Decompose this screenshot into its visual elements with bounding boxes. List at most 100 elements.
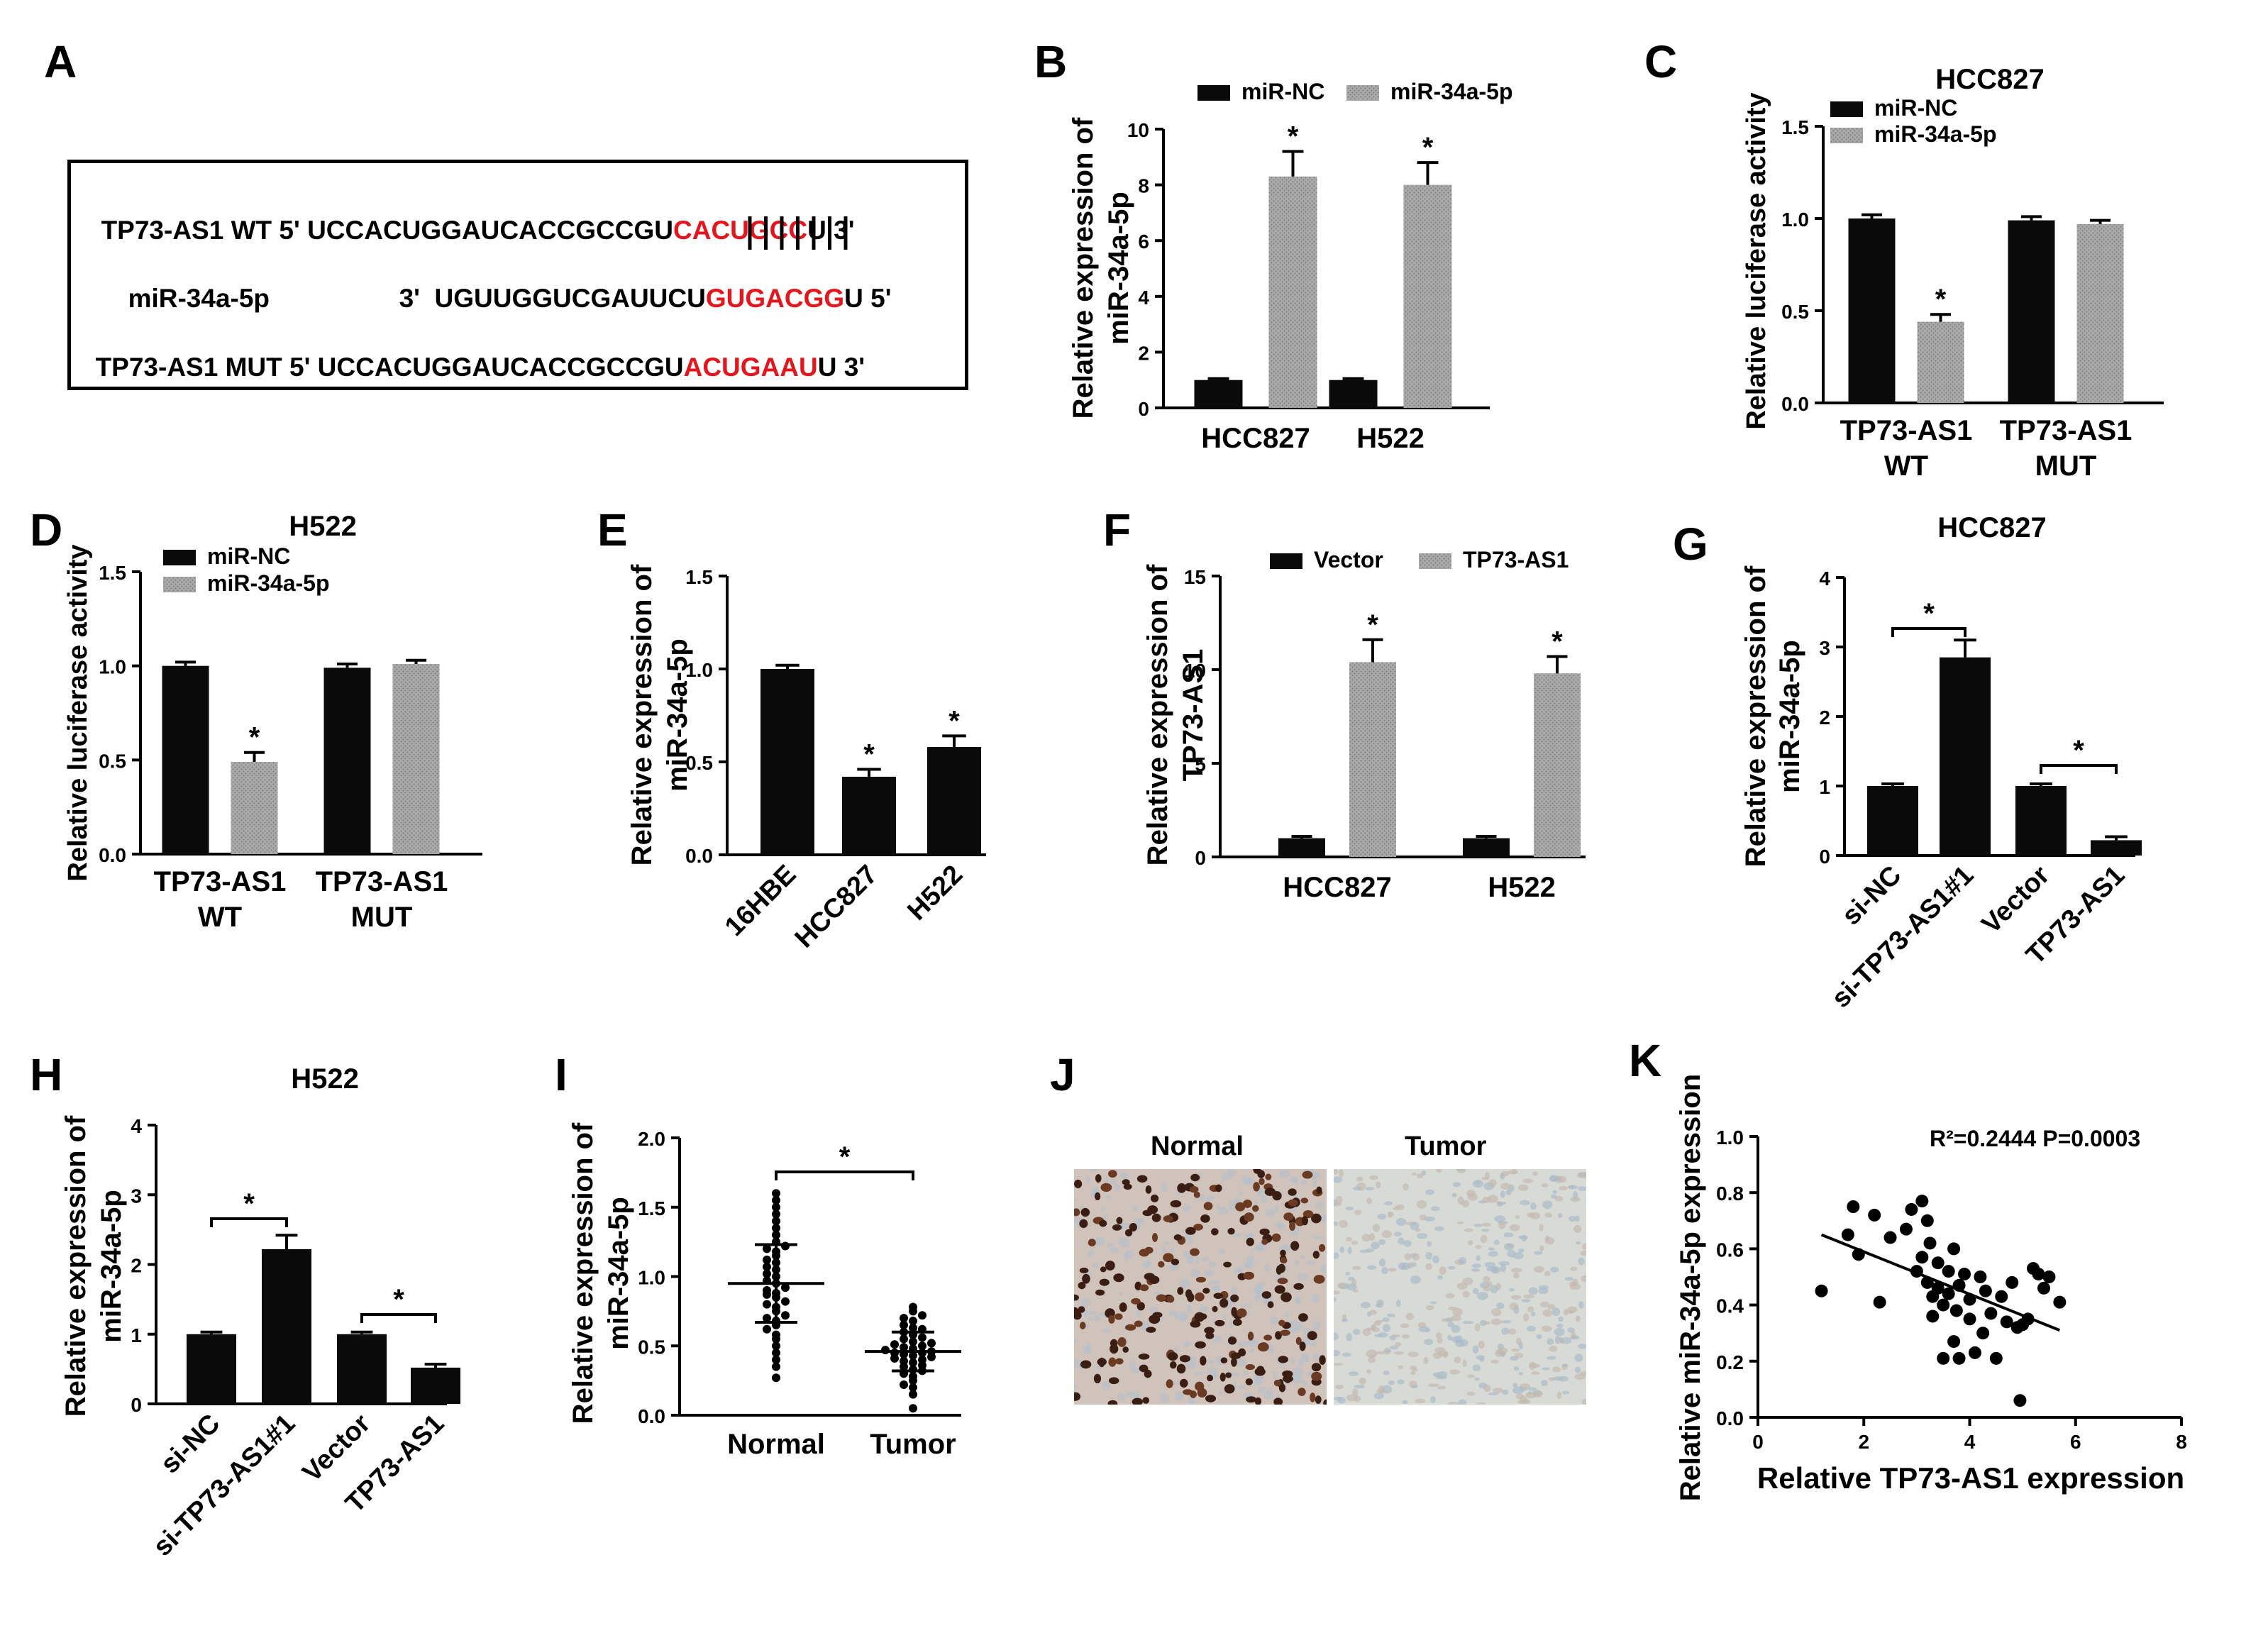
y-tick-label: 15 — [1184, 566, 1206, 588]
y-tick-label: 1 — [1819, 776, 1830, 798]
legend-swatch — [163, 550, 196, 565]
x-tick-label: 4 — [1964, 1431, 1976, 1453]
legend-label: miR-NC — [207, 543, 290, 569]
y-tick-label: 0 — [1195, 847, 1206, 869]
data-point — [763, 1286, 771, 1295]
chart-b: 0246810Relative expression of miR-34a-5p*… — [1068, 79, 1513, 454]
y-tick-label: 6 — [1138, 231, 1149, 253]
y-axis-label: Relative luciferase activity — [63, 544, 93, 881]
bar — [2008, 221, 2055, 403]
legend-swatch — [1346, 85, 1379, 101]
data-point — [1976, 1327, 1989, 1339]
data-point — [1974, 1271, 1986, 1283]
bar — [842, 777, 896, 855]
x-tick-label: TP73-AS1 — [1840, 415, 1973, 446]
bar — [162, 666, 209, 854]
x-tick-label: 8 — [2176, 1431, 2187, 1453]
y-tick-label: 1.5 — [685, 566, 713, 588]
y-tick-label: 1.5 — [99, 562, 126, 584]
bar — [1918, 322, 1964, 403]
data-point — [1900, 1223, 1913, 1236]
data-point — [772, 1373, 780, 1382]
significance-bracket — [776, 1172, 913, 1180]
y-tick-label: 0.0 — [685, 845, 713, 867]
bar — [2091, 840, 2142, 856]
y-tick-label: 1.0 — [638, 1267, 665, 1289]
data-point — [781, 1311, 790, 1319]
x-axis-label: Relative TP73-AS1 expression — [1757, 1461, 2184, 1495]
significance-star: * — [2073, 735, 2084, 766]
y-axis-label: Relative expression of — [60, 1115, 92, 1417]
bar — [393, 664, 440, 854]
legend-swatch — [1197, 85, 1230, 101]
data-point — [772, 1189, 780, 1197]
y-tick-label: 0.2 — [1716, 1351, 1744, 1373]
bar — [411, 1368, 460, 1404]
significance-bracket — [2041, 765, 2116, 774]
significance-star: * — [393, 1284, 404, 1315]
data-point — [1924, 1236, 1937, 1249]
bar — [1867, 786, 1918, 856]
x-tick-label: MUT — [351, 902, 413, 933]
y-tick-label: 3 — [131, 1185, 142, 1207]
data-point — [890, 1340, 899, 1349]
y-tick-label: 1.5 — [1781, 116, 1809, 138]
y-axis-label: Relative miR-34a-5p expression — [1675, 1074, 1706, 1501]
y-axis-label: Relative expression of — [1740, 565, 1771, 867]
data-point — [1979, 1285, 1992, 1297]
data-point — [1984, 1307, 1997, 1319]
data-point — [1947, 1335, 1960, 1348]
y-axis-label: miR-34a-5p — [1103, 192, 1134, 345]
significance-star: * — [243, 1188, 255, 1219]
bar — [1849, 218, 1896, 403]
data-point — [909, 1317, 917, 1325]
bar — [1940, 658, 1991, 856]
y-tick-label: 8 — [1138, 175, 1149, 197]
significance-star: * — [863, 738, 875, 770]
chart-title: H522 — [291, 1063, 359, 1095]
chart-g: 01234Relative expression of miR-34a-5pHCC… — [1740, 512, 2142, 1014]
y-tick-label: 10 — [1127, 119, 1149, 141]
data-point — [1937, 1299, 1949, 1312]
significance-star: * — [1551, 626, 1563, 658]
y-axis-label: miR-34a-5p — [603, 1197, 634, 1350]
data-point — [900, 1380, 908, 1389]
y-tick-label: 0.0 — [1716, 1407, 1744, 1429]
y-tick-label: 0 — [1138, 398, 1149, 420]
y-tick-label: 0.6 — [1716, 1239, 1744, 1261]
annotation: R²=0.2444 P=0.0003 — [1930, 1126, 2140, 1151]
data-point — [1953, 1352, 1966, 1365]
data-point — [1915, 1195, 1928, 1207]
chart-e: 0.00.51.01.5Relative expression of miR-34… — [626, 564, 986, 953]
y-tick-label: 0.5 — [99, 750, 126, 772]
y-tick-label: 0.4 — [1716, 1295, 1744, 1317]
x-tick-label: 0 — [1752, 1431, 1764, 1453]
data-point — [1868, 1209, 1881, 1222]
significance-star: * — [839, 1141, 851, 1173]
significance-star: * — [1288, 121, 1299, 152]
x-tick-label: 16HBE — [719, 860, 802, 942]
bar — [1195, 380, 1243, 408]
bar — [1329, 380, 1378, 408]
data-point — [918, 1334, 926, 1342]
y-axis-label: Relative luciferase activity — [1742, 92, 1771, 429]
x-tick-label: TP73-AS1 — [154, 866, 287, 897]
data-point — [1958, 1268, 1971, 1280]
data-point — [909, 1303, 917, 1312]
y-axis-label: TP73-AS1 — [1178, 649, 1209, 782]
x-tick-label: H522 — [902, 860, 968, 926]
x-tick-label: 2 — [1858, 1431, 1869, 1453]
y-axis-label: miR-34a-5p — [662, 638, 693, 792]
chart-h: 01234Relative expression of miR-34a-5pH52… — [60, 1063, 460, 1562]
bar — [187, 1334, 236, 1404]
bar — [262, 1249, 311, 1404]
legend-swatch — [1270, 553, 1302, 569]
data-point — [763, 1300, 771, 1309]
data-point — [918, 1311, 926, 1319]
y-tick-label: 2.0 — [638, 1128, 665, 1150]
legend-label: Vector — [1314, 547, 1383, 572]
y-tick-label: 3 — [1819, 637, 1830, 659]
significance-star: * — [1935, 284, 1947, 315]
legend-label: TP73-AS1 — [1463, 547, 1569, 572]
data-point — [772, 1331, 780, 1339]
